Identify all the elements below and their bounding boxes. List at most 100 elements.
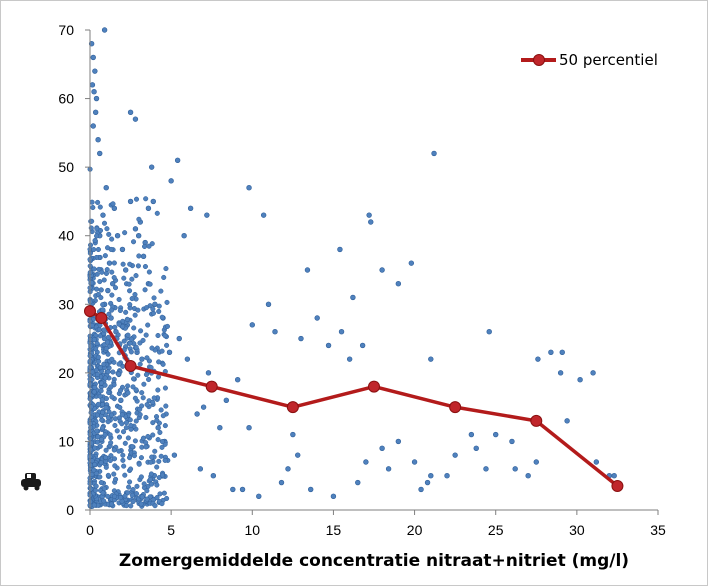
scatter-point: [146, 376, 152, 383]
scatter-point: [87, 242, 94, 248]
scatter-point: [155, 387, 161, 393]
scatter-point: [166, 349, 173, 355]
scatter-point: [125, 435, 131, 441]
legend-label: 50 percentiel: [559, 51, 658, 69]
scatter-point: [155, 374, 162, 380]
scatter-point: [337, 246, 343, 253]
scatter-point: [116, 448, 122, 454]
scatter-point: [109, 236, 115, 242]
scatter-point: [184, 356, 191, 362]
scatter-point: [111, 456, 118, 462]
scatter-point: [100, 490, 106, 496]
scatter-point: [97, 364, 103, 371]
scatter-point: [111, 447, 117, 453]
scatter-point: [105, 351, 111, 357]
y-tick-label: 40: [58, 228, 74, 244]
scatter-point: [108, 315, 114, 321]
scatter-point: [128, 503, 134, 509]
scatter-point: [94, 226, 100, 232]
scatter-point: [109, 501, 115, 507]
scatter-point: [395, 438, 402, 445]
scatter-point: [133, 344, 139, 350]
scatter-point: [559, 349, 565, 355]
scatter-point: [98, 287, 104, 293]
scatter-point: [127, 288, 133, 294]
scatter-point: [132, 226, 139, 232]
scatter-point: [150, 198, 156, 205]
scatter-point: [91, 467, 97, 473]
percentile-marker: [84, 305, 96, 318]
scatter-point: [564, 418, 570, 424]
scatter-point: [151, 295, 157, 301]
scatter-point: [159, 472, 166, 478]
scatter-point: [92, 68, 98, 74]
scatter-point: [99, 269, 105, 275]
scatter-point: [146, 269, 152, 275]
scatter-point: [127, 417, 133, 423]
scatter-point: [428, 473, 434, 479]
scatter-point: [100, 409, 106, 415]
scatter-point: [116, 361, 122, 367]
scatter-point: [156, 458, 162, 464]
x-tick-label: 0: [86, 522, 94, 538]
scatter-point: [171, 452, 178, 458]
scatter-point: [89, 199, 95, 205]
scatter-point: [368, 219, 374, 225]
scatter-point: [102, 375, 108, 381]
scatter-point: [94, 271, 100, 277]
scatter-point: [272, 329, 278, 335]
scatter-point: [157, 491, 163, 497]
scatter-point: [210, 473, 217, 479]
scatter-point: [143, 305, 149, 311]
scatter-point: [100, 302, 106, 308]
scatter-point: [123, 420, 130, 426]
scatter-point: [249, 322, 255, 328]
scatter-point: [122, 230, 128, 236]
scatter-point: [96, 327, 102, 333]
scatter-point: [134, 483, 140, 489]
scatter-point: [107, 432, 113, 438]
scatter-point: [363, 459, 369, 465]
scatter-point: [131, 325, 137, 331]
scatter-point: [256, 493, 262, 499]
x-tick-label: 20: [407, 522, 423, 538]
scatter-point: [150, 420, 156, 426]
scatter-point: [116, 321, 122, 327]
scatter-point: [120, 261, 126, 267]
scatter-point: [143, 444, 149, 450]
scatter-point: [161, 274, 167, 280]
scatter-point: [144, 488, 150, 494]
scatter-point: [119, 421, 125, 427]
scatter-point: [154, 417, 160, 423]
scatter-point: [395, 281, 402, 287]
scatter-point: [94, 412, 100, 418]
scatter-point: [140, 435, 146, 441]
scatter-point: [95, 137, 101, 143]
scatter-point: [548, 349, 554, 355]
scatter-point: [117, 307, 123, 314]
scatter-point: [557, 370, 564, 376]
scatter-point: [130, 487, 136, 493]
scatter-point: [103, 185, 109, 191]
scatter-point: [123, 503, 130, 509]
scatter-point: [89, 82, 96, 88]
scatter-point: [138, 501, 144, 507]
scatter-point: [108, 412, 115, 418]
scatter-point: [148, 471, 154, 477]
x-tick-label: 35: [650, 522, 666, 538]
scatter-point: [346, 356, 353, 362]
scatter-point: [127, 455, 133, 461]
scatter-point: [103, 270, 110, 277]
scatter-point: [132, 395, 138, 401]
scatter-point: [486, 329, 492, 335]
scatter-point: [91, 389, 97, 395]
scatter-point: [109, 307, 115, 313]
scatter-point: [142, 263, 148, 270]
scatter-point: [105, 369, 111, 375]
scatter-point: [217, 425, 223, 431]
scatter-point: [159, 444, 165, 450]
scatter-point: [133, 418, 139, 424]
scatter-point: [103, 454, 109, 460]
scatter-point: [118, 387, 124, 393]
scatter-point: [98, 295, 104, 301]
